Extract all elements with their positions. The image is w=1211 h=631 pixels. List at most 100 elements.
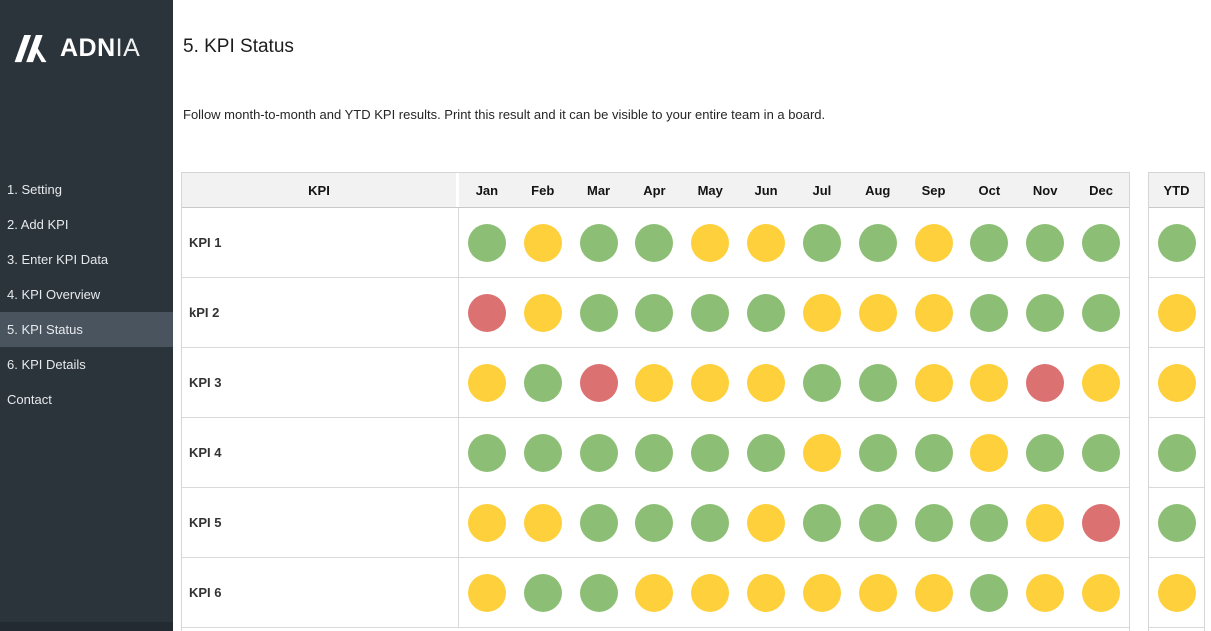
status-cell-dec — [1073, 208, 1129, 277]
status-cell-mar — [571, 278, 627, 347]
month-header-aug: Aug — [865, 182, 891, 198]
status-dot-yellow — [747, 503, 786, 542]
status-cell-jun — [738, 348, 794, 417]
status-dot-yellow — [970, 363, 1009, 402]
page-title: 5. KPI Status — [183, 36, 294, 57]
status-cell-nov — [1017, 208, 1073, 277]
ytd-table-body — [1149, 207, 1204, 627]
brand-name: ADNIA — [60, 36, 140, 61]
status-cell-oct — [961, 418, 1017, 487]
status-dot-green — [802, 363, 841, 402]
sidebar-item-4-kpi-overview[interactable]: 4. KPI Overview — [7, 287, 101, 302]
status-cell-jan — [459, 278, 515, 347]
ytd-row — [1149, 347, 1204, 417]
status-cell-jan — [459, 418, 515, 487]
kpi-label: KPI 4 — [182, 418, 459, 487]
status-dot-green — [914, 433, 953, 472]
status-cell-aug — [850, 558, 906, 627]
status-cell-nov — [1017, 418, 1073, 487]
brand-name-light: IA — [115, 34, 141, 62]
status-dot-yellow — [523, 503, 562, 542]
status-cell-nov — [1017, 558, 1073, 627]
ytd-column-header: YTD — [1149, 173, 1204, 207]
status-cell-feb — [515, 208, 571, 277]
status-cell-oct — [961, 348, 1017, 417]
kpi-column-header: KPI — [182, 173, 456, 207]
sidebar: ADNIA 1. Setting 2. Add KPI 3. Enter KPI D… — [0, 0, 173, 631]
status-dot-green — [691, 293, 730, 332]
status-dot-green — [858, 363, 897, 402]
status-dot-green — [858, 433, 897, 472]
status-dot-yellow — [467, 573, 506, 612]
status-dot-green — [579, 433, 618, 472]
ytd-table: YTD — [1148, 172, 1205, 631]
month-header-dec: Dec — [1089, 182, 1113, 198]
status-cell-jan — [459, 558, 515, 627]
status-cell-apr — [626, 558, 682, 627]
status-cell-jul — [794, 418, 850, 487]
status-dot-green — [691, 503, 730, 542]
status-cell-apr — [626, 348, 682, 417]
status-dot-yellow-ytd — [1157, 363, 1196, 402]
sidebar-nav: 1. Setting 2. Add KPI 3. Enter KPI Data 4. … — [0, 172, 173, 417]
status-cell-jun — [738, 488, 794, 557]
status-dot-yellow — [747, 573, 786, 612]
kpi-label: kPI 2 — [182, 278, 459, 347]
status-dot-green-ytd — [1157, 223, 1196, 262]
status-cell-sep — [906, 418, 962, 487]
status-cell-dec — [1073, 278, 1129, 347]
status-cell-jan — [459, 208, 515, 277]
status-cell-nov — [1017, 278, 1073, 347]
table-row-partial — [182, 627, 1129, 631]
status-dot-green — [635, 433, 674, 472]
sidebar-item-6-kpi-details[interactable]: 6. KPI Details — [7, 357, 86, 372]
status-cell-mar — [571, 488, 627, 557]
kpi-status-table: KPI Jan Feb Mar Apr May Jun Jul Aug Sep Oct Nov Dec… — [181, 172, 1130, 631]
status-dot-green — [467, 433, 506, 472]
status-dot-green — [467, 223, 506, 262]
status-dot-green — [579, 503, 618, 542]
status-cell-oct — [961, 278, 1017, 347]
status-dot-red — [1082, 503, 1121, 542]
status-dot-green — [579, 293, 618, 332]
status-dot-green — [579, 573, 618, 612]
month-header-may: May — [697, 182, 723, 198]
month-header-jan: Jan — [475, 182, 499, 198]
status-dot-green — [970, 293, 1009, 332]
status-dot-red — [579, 363, 618, 402]
sidebar-item-contact[interactable]: Contact — [7, 392, 52, 407]
status-dot-yellow — [691, 573, 730, 612]
month-header-feb: Feb — [531, 182, 555, 198]
status-dot-green — [523, 573, 562, 612]
sidebar-item-5-kpi-status[interactable]: 5. KPI Status — [0, 312, 173, 347]
month-header-mar: Mar — [587, 182, 611, 198]
sidebar-item-2-add-kpi[interactable]: 2. Add KPI — [7, 217, 69, 232]
status-cell-dec — [1073, 418, 1129, 487]
status-dot-yellow — [523, 223, 562, 262]
status-dot-yellow — [1082, 573, 1121, 612]
status-dot-green — [970, 573, 1009, 612]
months-header-cells: Jan Feb Mar Apr May Jun Jul Aug Sep Oct Nov Dec — [459, 173, 1129, 207]
sidebar-item-1-setting[interactable]: 1. Setting — [7, 182, 62, 197]
status-dot-yellow — [747, 223, 786, 262]
status-dot-yellow — [858, 293, 897, 332]
brand-logo-icon — [14, 34, 47, 63]
table-row: KPI 3 — [182, 347, 1129, 417]
status-dot-green — [1026, 433, 1065, 472]
status-cell-may — [682, 488, 738, 557]
sidebar-item-3-enter-kpi-data[interactable]: 3. Enter KPI Data — [7, 252, 109, 267]
month-header-nov: Nov — [1032, 182, 1058, 198]
status-dot-yellow — [858, 573, 897, 612]
status-dot-green — [802, 503, 841, 542]
status-cell-aug — [850, 418, 906, 487]
status-cell-sep — [906, 348, 962, 417]
status-cell-jun — [738, 278, 794, 347]
status-dot-yellow — [635, 573, 674, 612]
status-cell-jul — [794, 558, 850, 627]
status-dot-green — [802, 223, 841, 262]
month-header-oct: Oct — [978, 182, 1001, 198]
status-dot-green-ytd — [1157, 503, 1196, 542]
status-cell-apr — [626, 208, 682, 277]
status-dot-green — [970, 503, 1009, 542]
month-header-apr: Apr — [643, 182, 666, 198]
